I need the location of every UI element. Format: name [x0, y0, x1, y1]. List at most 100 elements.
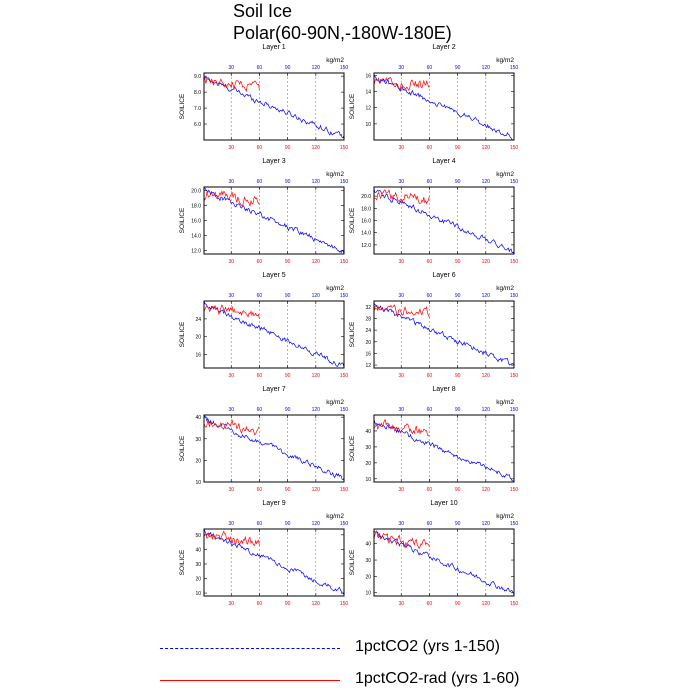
unit-label: kg/m2 — [496, 57, 514, 64]
y-tick-label: 20 — [365, 574, 371, 580]
y-axis-label: SOILICE — [349, 321, 356, 347]
y-tick-label: 24 — [195, 317, 201, 323]
bottom-tick-label: 90 — [285, 487, 291, 493]
chart-panel-layer-5: Layer 5 kg/m2 SOILICE 30 60 90 120 150 30 60 90 120… — [179, 272, 348, 379]
top-tick-label: 90 — [285, 65, 291, 71]
top-tick-label: 120 — [482, 65, 491, 71]
top-tick-label: 90 — [285, 179, 291, 185]
y-tick-label: 7.0 — [194, 106, 201, 112]
y-axis-label: SOILICE — [179, 93, 186, 119]
top-tick-label: 120 — [482, 293, 491, 299]
top-tick-label: 30 — [228, 65, 234, 71]
y-tick-label: 12.0 — [361, 243, 371, 249]
y-tick-label: 20 — [195, 458, 201, 464]
bottom-tick-label: 30 — [228, 259, 234, 265]
bottom-tick-label: 150 — [510, 259, 519, 265]
unit-label: kg/m2 — [496, 513, 514, 520]
chart-panel-layer-10: Layer 10 kg/m2 SOILICE 30 60 90 120 150 30 60 90 12… — [349, 500, 518, 607]
series-line-1pctco2-rad — [374, 418, 430, 437]
bottom-tick-label: 30 — [398, 601, 404, 607]
series-line-1pctco2 — [203, 528, 345, 596]
title-line-1: Soil Ice — [233, 1, 293, 21]
top-tick-label: 30 — [398, 521, 404, 527]
bottom-tick-label: 120 — [312, 373, 321, 379]
legend-label-1pctco2: 1pctCO2 (yrs 1-150) — [355, 638, 500, 655]
bottom-tick-label: 150 — [510, 487, 519, 493]
unit-label: kg/m2 — [326, 285, 344, 292]
y-tick-label: 10 — [195, 591, 201, 597]
y-tick-label: 20.0 — [191, 189, 201, 195]
y-tick-label: 12.0 — [191, 248, 201, 254]
unit-label: kg/m2 — [326, 57, 344, 64]
plot-frame — [373, 414, 515, 483]
top-tick-label: 30 — [398, 407, 404, 413]
bottom-tick-label: 150 — [510, 601, 519, 607]
bottom-tick-label: 120 — [482, 601, 491, 607]
chart-panel-layer-1: Layer 1 kg/m2 SOILICE 30 60 90 120 150 30 60 90 120… — [179, 44, 348, 151]
top-tick-label: 120 — [482, 179, 491, 185]
series-line-1pctco2-rad — [373, 189, 430, 205]
bottom-tick-label: 60 — [427, 373, 433, 379]
top-tick-label: 120 — [312, 407, 321, 413]
bottom-tick-label: 60 — [257, 601, 263, 607]
bottom-tick-label: 30 — [398, 259, 404, 265]
top-tick-label: 120 — [482, 521, 491, 527]
bottom-tick-label: 90 — [455, 259, 461, 265]
bottom-tick-label: 30 — [398, 145, 404, 151]
top-tick-label: 150 — [510, 521, 519, 527]
y-tick-label: 6.0 — [194, 122, 201, 128]
y-tick-label: 12 — [365, 106, 371, 112]
y-tick-label: 20 — [195, 577, 201, 583]
figure-title: Soil Ice Polar(60-90N,-180W-180E) — [233, 0, 452, 44]
y-tick-label: 14.0 — [361, 231, 371, 237]
y-tick-label: 16 — [365, 73, 371, 79]
top-tick-label: 150 — [340, 293, 349, 299]
top-tick-label: 120 — [312, 521, 321, 527]
top-tick-label: 90 — [455, 179, 461, 185]
series-line-1pctco2-rad — [203, 304, 260, 319]
plot-frame — [203, 72, 345, 141]
bottom-tick-label: 90 — [285, 145, 291, 151]
bottom-tick-label: 90 — [285, 259, 291, 265]
panel-title: Layer 7 — [262, 386, 285, 393]
legend-item-1pctco2: 1pctCO2 (yrs 1-150) — [160, 637, 560, 661]
y-tick-label: 30 — [365, 558, 371, 564]
chart-panel-layer-9: Layer 9 kg/m2 SOILICE 30 60 90 120 150 30 60 90 120… — [179, 500, 348, 607]
top-tick-label: 60 — [427, 65, 433, 71]
top-tick-label: 30 — [228, 521, 234, 527]
chart-panel-layer-7: Layer 7 kg/m2 SOILICE 30 60 90 120 150 30 60 90 120… — [179, 386, 348, 493]
plot-frame — [203, 414, 345, 483]
bottom-tick-label: 60 — [257, 259, 263, 265]
y-tick-label: 12 — [365, 363, 371, 369]
bottom-tick-label: 60 — [257, 487, 263, 493]
y-tick-label: 20 — [365, 340, 371, 346]
panel-title: Layer 10 — [430, 500, 457, 507]
unit-label: kg/m2 — [326, 171, 344, 178]
series-line-1pctco2 — [373, 419, 515, 482]
bottom-tick-label: 90 — [455, 373, 461, 379]
bottom-tick-label: 150 — [340, 145, 349, 151]
y-tick-label: 30 — [365, 445, 371, 451]
top-tick-label: 150 — [510, 65, 519, 71]
top-tick-label: 90 — [285, 521, 291, 527]
y-axis-label: SOILICE — [179, 207, 186, 233]
top-tick-label: 120 — [482, 407, 491, 413]
y-tick-label: 20.0 — [361, 194, 371, 200]
unit-label: kg/m2 — [496, 399, 514, 406]
bottom-tick-label: 60 — [427, 601, 433, 607]
bottom-tick-label: 150 — [340, 259, 349, 265]
panel-title: Layer 9 — [262, 500, 285, 507]
y-tick-label: 30 — [195, 562, 201, 568]
y-tick-label: 10 — [365, 591, 371, 597]
bottom-tick-label: 60 — [257, 373, 263, 379]
y-axis-label: SOILICE — [349, 93, 356, 119]
y-tick-label: 40 — [195, 547, 201, 553]
top-tick-label: 150 — [340, 65, 349, 71]
top-tick-label: 60 — [257, 293, 263, 299]
top-tick-label: 90 — [455, 521, 461, 527]
y-axis-label: SOILICE — [179, 549, 186, 575]
top-tick-label: 120 — [312, 179, 321, 185]
top-tick-label: 90 — [455, 407, 461, 413]
series-line-1pctco2 — [203, 415, 345, 480]
y-tick-label: 16 — [195, 353, 201, 359]
